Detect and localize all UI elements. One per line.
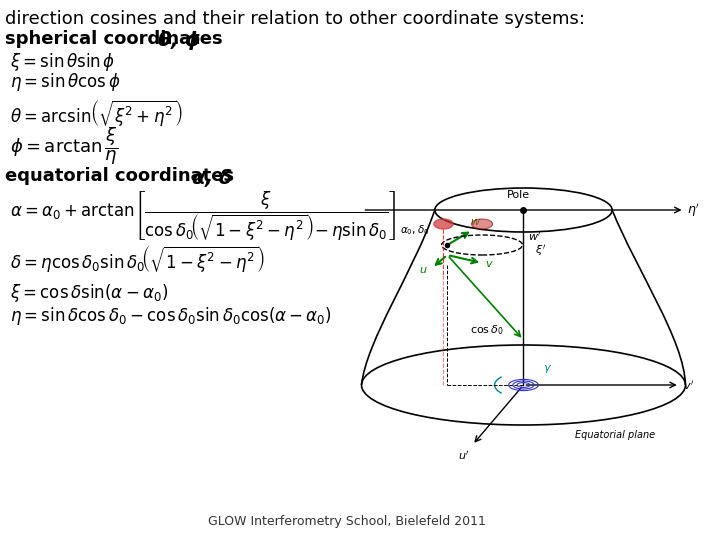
Text: $\delta = \eta\cos\delta_0\sin\delta_0\!\left(\sqrt{1-\xi^2-\eta^2}\right)$: $\delta = \eta\cos\delta_0\sin\delta_0\!…: [9, 245, 265, 275]
Text: $\gamma$: $\gamma$: [543, 363, 552, 375]
Text: $\xi = \cos\delta\sin(\alpha-\alpha_0)$: $\xi = \cos\delta\sin(\alpha-\alpha_0)$: [9, 282, 168, 304]
Text: $\boldsymbol{\theta}$, $\boldsymbol{\phi}$: $\boldsymbol{\theta}$, $\boldsymbol{\phi…: [157, 30, 202, 52]
Ellipse shape: [472, 219, 492, 229]
Text: $v'$: $v'$: [683, 379, 693, 392]
Text: $\xi'$: $\xi'$: [535, 242, 546, 258]
Text: Equatorial plane: Equatorial plane: [575, 430, 656, 440]
Text: $w'$: $w'$: [528, 230, 542, 243]
Text: $\phi = \arctan\dfrac{\xi}{\eta}$: $\phi = \arctan\dfrac{\xi}{\eta}$: [9, 125, 118, 167]
Text: GLOW Interferometry School, Bielefeld 2011: GLOW Interferometry School, Bielefeld 20…: [208, 515, 486, 528]
Text: $\alpha = \alpha_0 + \arctan\!\left[\dfrac{\xi}{\cos\delta_0\!\left(\sqrt{1-\xi^: $\alpha = \alpha_0 + \arctan\!\left[\dfr…: [9, 190, 396, 244]
Text: $w$: $w$: [470, 217, 482, 227]
Ellipse shape: [434, 219, 453, 229]
Text: equatorial coordinates: equatorial coordinates: [5, 167, 246, 185]
Text: $\cos\delta_0$: $\cos\delta_0$: [470, 323, 504, 337]
Text: $\boldsymbol{\alpha}$, $\boldsymbol{\delta}$: $\boldsymbol{\alpha}$, $\boldsymbol{\del…: [191, 167, 233, 189]
Text: $\alpha_0, \delta_0$: $\alpha_0, \delta_0$: [400, 223, 430, 237]
Text: $\theta = \arcsin\!\left(\sqrt{\xi^2+\eta^2}\right)$: $\theta = \arcsin\!\left(\sqrt{\xi^2+\et…: [9, 99, 182, 129]
Text: $\xi = \sin\theta\sin\phi$: $\xi = \sin\theta\sin\phi$: [9, 51, 115, 73]
Text: Pole: Pole: [507, 190, 530, 200]
Text: spherical coordinates: spherical coordinates: [5, 30, 229, 48]
Text: $u'$: $u'$: [458, 449, 469, 462]
Text: $v$: $v$: [485, 259, 494, 269]
Text: direction cosines and their relation to other coordinate systems:: direction cosines and their relation to …: [5, 10, 585, 28]
Text: $\eta = \sin\theta\cos\phi$: $\eta = \sin\theta\cos\phi$: [9, 71, 120, 93]
Text: $u$: $u$: [418, 265, 427, 275]
Text: $\eta = \sin\delta\cos\delta_0 - \cos\delta_0\sin\delta_0\cos(\alpha-\alpha_0)$: $\eta = \sin\delta\cos\delta_0 - \cos\de…: [9, 305, 331, 327]
Text: $\eta'$: $\eta'$: [688, 201, 700, 219]
